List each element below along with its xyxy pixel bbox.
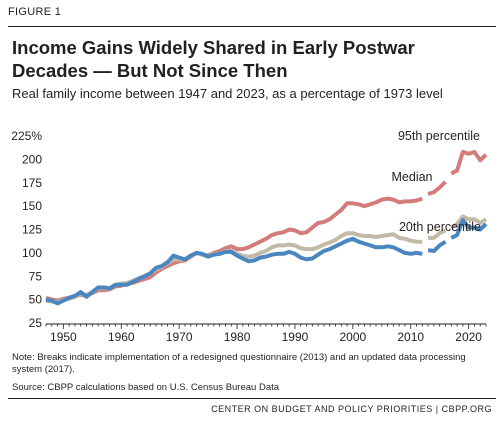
x-axis: 1950 1960 1970 1980 1990 2000 2010 2020 [45,323,487,344]
y-tick-label: 75 [29,269,43,283]
y-tick-label: 125 [22,223,42,237]
header-divider [8,26,496,27]
y-axis: 25 50 75 100 125 150 175 200 225% [11,129,42,330]
series-line-median [428,228,447,240]
y-tick-label: 225% [11,129,42,143]
label-median: Median [392,170,433,184]
y-tick-label: 100 [22,246,42,260]
series-line-95th-percentile [450,149,488,176]
x-tick-label: 1960 [108,330,135,344]
label-20th-percentile: 20th percentile [399,220,481,234]
chart-source: Source: CBPP calculations based on U.S. … [12,382,280,393]
footer-credit: CENTER ON BUDGET AND POLICY PRIORITIES |… [211,404,492,414]
x-tick-label: 1990 [282,330,309,344]
x-tick-label: 2010 [397,330,424,344]
x-tick-label: 1970 [166,330,193,344]
chart-note: Note: Breaks indicate implementation of … [12,352,466,375]
x-tick-label: 1980 [224,330,251,344]
series-labels: 95th percentile Median 20th percentile [392,129,482,234]
series-line-95th-percentile [45,196,423,303]
label-95th-percentile: 95th percentile [398,129,480,143]
x-tick-label: 1950 [50,330,77,344]
footer-divider [8,398,496,399]
series-lines [45,149,488,306]
series-line-20th-percentile [45,236,423,306]
y-tick-label: 50 [29,293,43,307]
series-line-95th-percentile [427,180,447,196]
y-tick-label: 175 [22,176,42,190]
figure-label: FIGURE 1 [8,6,62,18]
series-line-median [450,214,488,230]
series-line-20th-percentile [427,240,447,253]
y-tick-label: 150 [22,199,42,213]
x-tick-label: 2000 [339,330,366,344]
chart-subtitle: Real family income between 1947 and 2023… [12,86,443,101]
y-tick-label: 200 [22,152,42,166]
series-line-20th-percentile [450,218,488,240]
x-tick-label: 2020 [455,330,482,344]
chart-title: Income Gains Widely Shared in Early Post… [12,37,415,81]
y-tick-label: 25 [29,316,43,330]
